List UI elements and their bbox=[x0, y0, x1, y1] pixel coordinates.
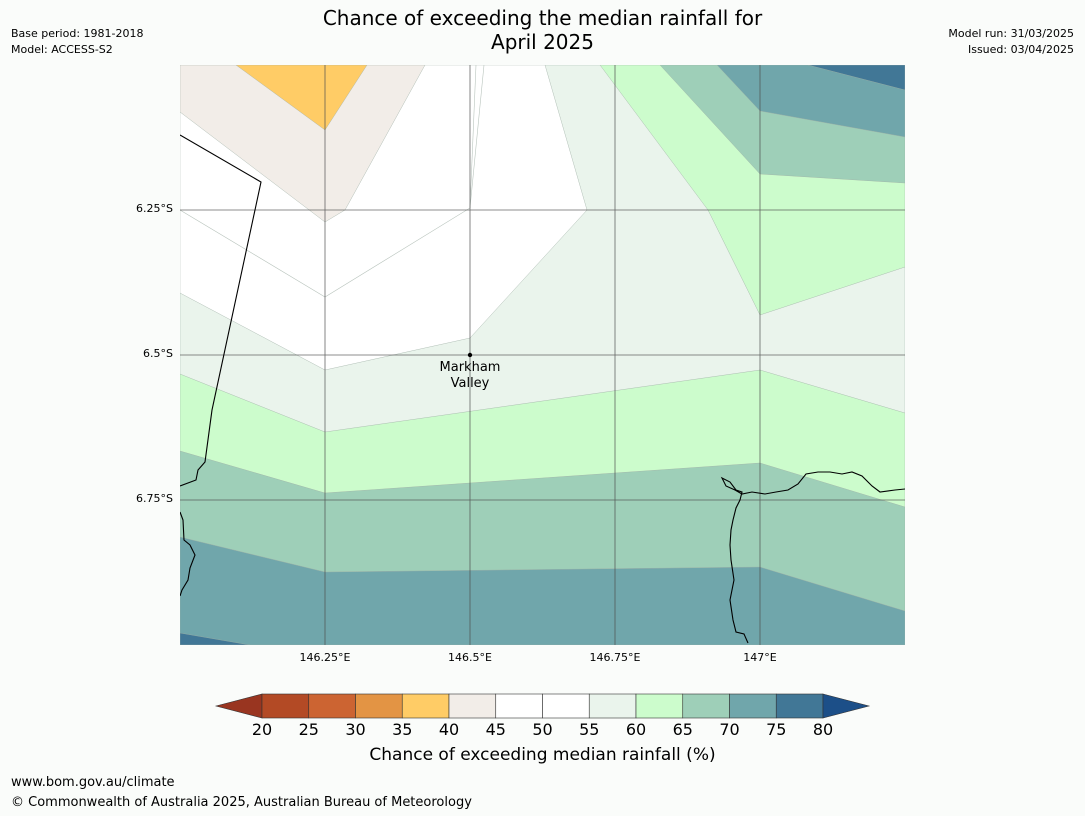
colorbar-tick-label: 20 bbox=[251, 720, 273, 739]
lat-label-6-25: 6.25°S bbox=[136, 202, 173, 215]
colorbar-segment-20-25 bbox=[261, 693, 310, 719]
colorbar-tick-label: 60 bbox=[625, 720, 647, 739]
colorbar-tick-label: 40 bbox=[438, 720, 460, 739]
lat-label-6-5: 6.5°S bbox=[143, 347, 173, 360]
colorbar-tick-label: 65 bbox=[672, 720, 693, 739]
lon-label-147: 147°E bbox=[743, 651, 777, 664]
colorbar-segment-25-30 bbox=[308, 693, 356, 719]
region-75-80-northeast bbox=[807, 65, 905, 91]
footer-url[interactable]: www.bom.gov.au/climate bbox=[11, 775, 175, 790]
colorbar-segment-55-60 bbox=[588, 693, 637, 719]
lon-label-146-25: 146.25°E bbox=[299, 651, 351, 664]
colorbar-segment-60-65 bbox=[635, 693, 684, 719]
colorbar-tick-label: 50 bbox=[532, 720, 553, 739]
region-35-40 bbox=[235, 65, 368, 131]
colorbar bbox=[214, 693, 871, 719]
colorbar-label: Chance of exceeding median rainfall (%) bbox=[369, 745, 716, 765]
colorbar-tick-label: 70 bbox=[719, 720, 740, 739]
footer-copyright: © Commonwealth of Australia 2025, Austra… bbox=[11, 795, 472, 810]
region-40-45 bbox=[180, 65, 426, 223]
place-name-line-1: Markham bbox=[439, 360, 501, 375]
colorbar-above-80 bbox=[822, 693, 871, 719]
model-name: Model: ACCESS-S2 bbox=[11, 43, 113, 56]
colorbar-tick-label: 25 bbox=[298, 720, 319, 739]
rainfall-probability-field bbox=[180, 65, 905, 645]
region-70-75-northeast bbox=[716, 65, 905, 138]
markham-valley-marker bbox=[467, 352, 473, 358]
place-name-line-2: Valley bbox=[450, 376, 490, 391]
colorbar-segment-70-75 bbox=[729, 693, 777, 719]
colorbar-below-20 bbox=[214, 693, 263, 719]
colorbar-segment-50-55 bbox=[542, 693, 590, 719]
base-period: Base period: 1981-2018 bbox=[11, 27, 144, 40]
colorbar-tick-label: 45 bbox=[485, 720, 506, 739]
colorbar-segment-65-70 bbox=[682, 693, 730, 719]
colorbar-tick-label: 30 bbox=[345, 720, 366, 739]
coastline bbox=[180, 134, 905, 644]
place-label-markham-valley: Markham Valley bbox=[425, 360, 515, 392]
lat-label-6-75: 6.75°S bbox=[136, 492, 173, 505]
model-info: Base period: 1981-2018 Model: ACCESS-S2 bbox=[11, 26, 143, 58]
issued-date: Issued: 03/04/2025 bbox=[967, 43, 1074, 56]
colorbar-tick-label: 35 bbox=[392, 720, 413, 739]
colorbar-segment-35-40 bbox=[401, 693, 450, 719]
colorbar-segment-75-80 bbox=[775, 693, 824, 719]
title-line-2: April 2025 bbox=[491, 30, 594, 54]
colorbar-tick-label: 75 bbox=[766, 720, 787, 739]
colorbar-segment-40-45 bbox=[448, 693, 497, 719]
contour-lines bbox=[180, 65, 485, 298]
lon-label-146-75: 146.75°E bbox=[589, 651, 641, 664]
title-line-1: Chance of exceeding the median rainfall … bbox=[322, 6, 763, 30]
model-run-date: Model run: 31/03/2025 bbox=[948, 27, 1074, 40]
issue-info: Model run: 31/03/2025 Issued: 03/04/2025 bbox=[948, 26, 1074, 58]
lon-label-146-5: 146.5°E bbox=[448, 651, 492, 664]
colorbar-segment-30-35 bbox=[355, 693, 403, 719]
map-title: Chance of exceeding the median rainfall … bbox=[0, 6, 1085, 54]
colorbar-segment-45-50 bbox=[495, 693, 543, 719]
graticule bbox=[180, 65, 905, 645]
region-75-80-southwest bbox=[180, 632, 251, 645]
colorbar-tick-label: 55 bbox=[579, 720, 600, 739]
colorbar-tick-label: 80 bbox=[812, 720, 834, 739]
